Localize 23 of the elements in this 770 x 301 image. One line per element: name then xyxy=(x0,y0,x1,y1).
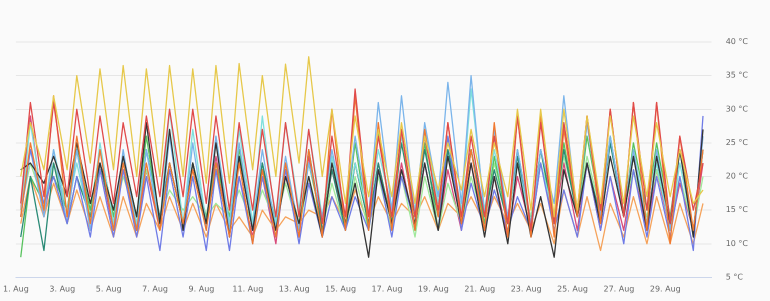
x-tick-label: 5. Aug xyxy=(96,284,122,294)
x-tick-label: 3. Aug xyxy=(49,284,76,294)
y-tick-label: 10 °C xyxy=(726,238,748,248)
y-tick-label: 25 °C xyxy=(726,138,748,147)
x-tick-label: 29. Aug xyxy=(650,284,681,294)
x-tick-label: 19. Aug xyxy=(418,284,449,294)
x-tick-label: 23. Aug xyxy=(510,284,542,294)
y-tick-label: 15 °C xyxy=(726,205,748,214)
x-tick-label: 11. Aug xyxy=(232,284,264,294)
x-tick-label: 21. Aug xyxy=(464,284,496,294)
y-tick-label: 35 °C xyxy=(726,70,748,80)
y-tick-label: 40 °C xyxy=(726,37,748,46)
x-tick-label: 9. Aug xyxy=(188,284,214,294)
x-tick-label: 15. Aug xyxy=(325,284,356,294)
x-tick-label: 7. Aug xyxy=(142,284,168,294)
y-tick-label: 30 °C xyxy=(726,104,748,114)
x-tick-label: 1. Aug xyxy=(3,284,29,294)
y-tick-label: 20 °C xyxy=(726,172,748,181)
x-tick-label: 25. Aug xyxy=(557,284,588,294)
x-tick-label: 17. Aug xyxy=(372,284,402,294)
x-tick-label: 27. Aug xyxy=(603,284,634,294)
x-tick-label: 13. Aug xyxy=(278,284,310,294)
y-tick-label: 5 °C xyxy=(726,272,744,282)
